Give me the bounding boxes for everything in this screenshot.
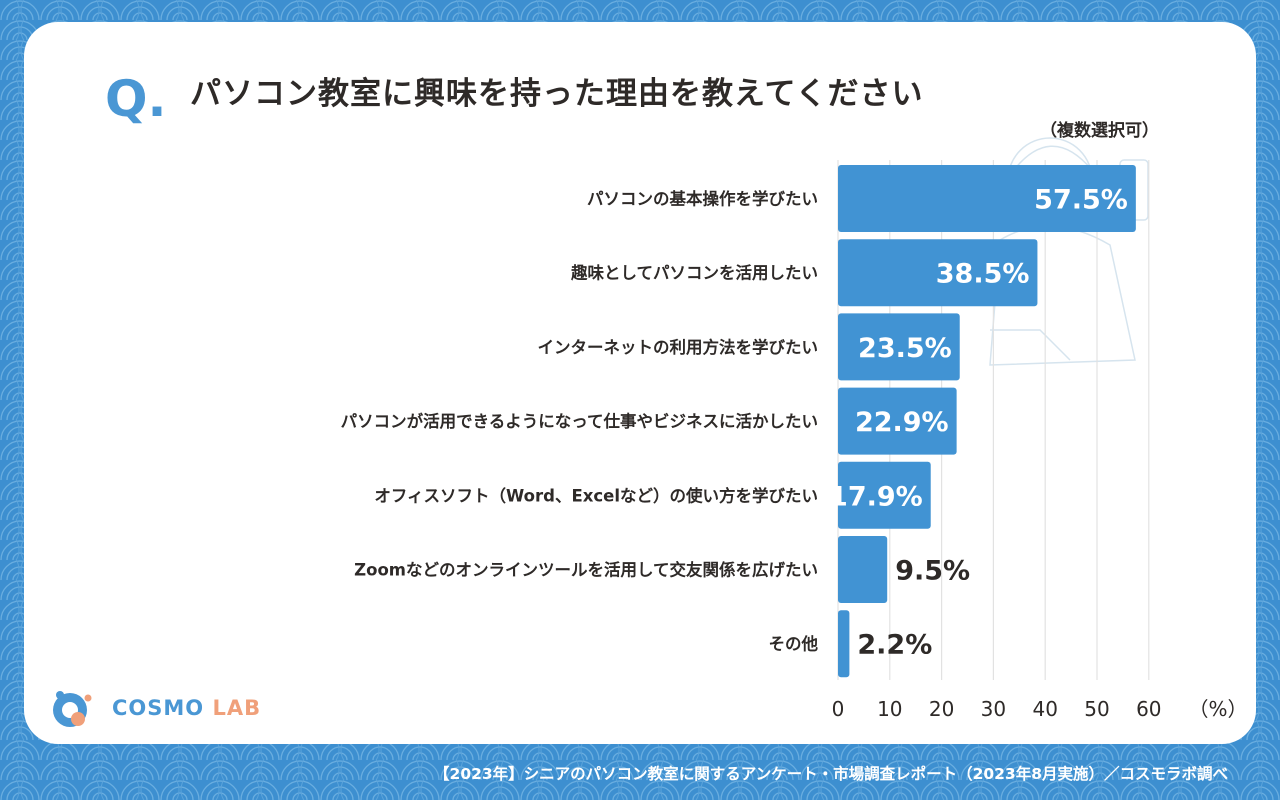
x-unit-label: （%） bbox=[1188, 697, 1247, 721]
category-label: パソコンの基本操作を学びたい bbox=[587, 189, 818, 209]
x-tick-label: 30 bbox=[981, 697, 1006, 721]
logo-text-main: COSMO bbox=[112, 696, 213, 720]
multiple-choice-note: （複数選択可） bbox=[1040, 121, 1159, 141]
content-card bbox=[24, 22, 1256, 744]
bar bbox=[838, 536, 888, 603]
data-label: 23.5% bbox=[858, 333, 952, 364]
category-label: パソコンが活用できるようになって仕事やビジネスに活かしたい bbox=[341, 411, 818, 431]
category-label: オフィスソフト（Word、Excelなど）の使い方を学びたい bbox=[374, 485, 818, 505]
source-footer: 【2023年】シニアのパソコン教室に関するアンケート・市場調査レポート（2023… bbox=[434, 765, 1228, 783]
category-label: その他 bbox=[769, 634, 819, 654]
bar bbox=[838, 313, 960, 381]
data-label: 2.2% bbox=[857, 630, 932, 661]
data-label: 17.9% bbox=[829, 481, 923, 512]
x-tick-label: 40 bbox=[1032, 697, 1057, 721]
bar bbox=[838, 165, 1136, 232]
category-label: インターネットの利用方法を学びたい bbox=[538, 337, 819, 357]
category-label: Zoomなどのオンラインツールを活用して交友関係を広げたい bbox=[354, 560, 818, 580]
x-tick-label: 0 bbox=[832, 697, 845, 721]
logo-text-accent: LAB bbox=[212, 696, 262, 720]
x-tick-label: 50 bbox=[1084, 697, 1109, 721]
data-label: 38.5% bbox=[936, 259, 1030, 290]
bar bbox=[838, 610, 850, 678]
bar bbox=[838, 387, 957, 455]
x-tick-label: 10 bbox=[877, 697, 902, 721]
cosmo-lab-logo bbox=[53, 691, 92, 727]
logo-wordmark: COSMO LAB bbox=[112, 696, 261, 720]
data-label: 9.5% bbox=[895, 556, 970, 587]
data-label: 22.9% bbox=[855, 407, 949, 438]
data-label: 57.5% bbox=[1034, 185, 1128, 216]
bar bbox=[838, 461, 931, 529]
x-tick-label: 20 bbox=[929, 697, 954, 721]
bar bbox=[838, 239, 1038, 307]
question-mark: Q. bbox=[105, 70, 167, 128]
x-tick-label: 60 bbox=[1136, 697, 1161, 721]
category-label: 趣味としてパソコンを活用したい bbox=[570, 263, 818, 283]
chart-title: パソコン教室に興味を持った理由を教えてください bbox=[190, 76, 924, 112]
